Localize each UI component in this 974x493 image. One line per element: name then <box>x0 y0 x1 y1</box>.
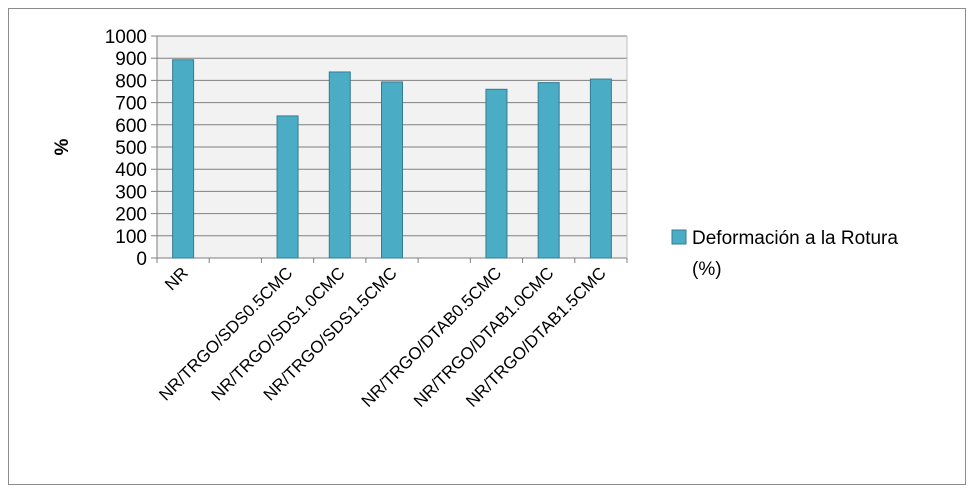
bar <box>537 82 560 259</box>
y-tick-label: 800 <box>115 71 147 92</box>
legend-label: (%) <box>692 259 722 280</box>
y-tick-label: 200 <box>115 205 147 226</box>
y-tick-label: 500 <box>115 138 147 159</box>
y-tick-label: 900 <box>115 49 147 70</box>
bar <box>485 88 508 259</box>
y-axis-label: % <box>52 138 73 155</box>
legend-swatch <box>671 229 687 245</box>
x-category-label: NR <box>161 263 192 294</box>
legend-label: Deformación a la Rotura <box>692 228 898 249</box>
y-tick-label: 300 <box>115 182 147 203</box>
bar <box>589 78 612 259</box>
bar <box>381 81 403 259</box>
y-tick-label: 600 <box>115 116 147 137</box>
y-tick-label: 1000 <box>105 27 147 48</box>
bar <box>172 59 195 259</box>
bar <box>328 71 351 259</box>
y-tick-label: 0 <box>136 249 147 270</box>
bar <box>276 115 299 259</box>
y-tick-label: 700 <box>115 94 147 115</box>
y-tick-label: 400 <box>115 160 147 181</box>
y-tick-label: 100 <box>115 227 147 248</box>
